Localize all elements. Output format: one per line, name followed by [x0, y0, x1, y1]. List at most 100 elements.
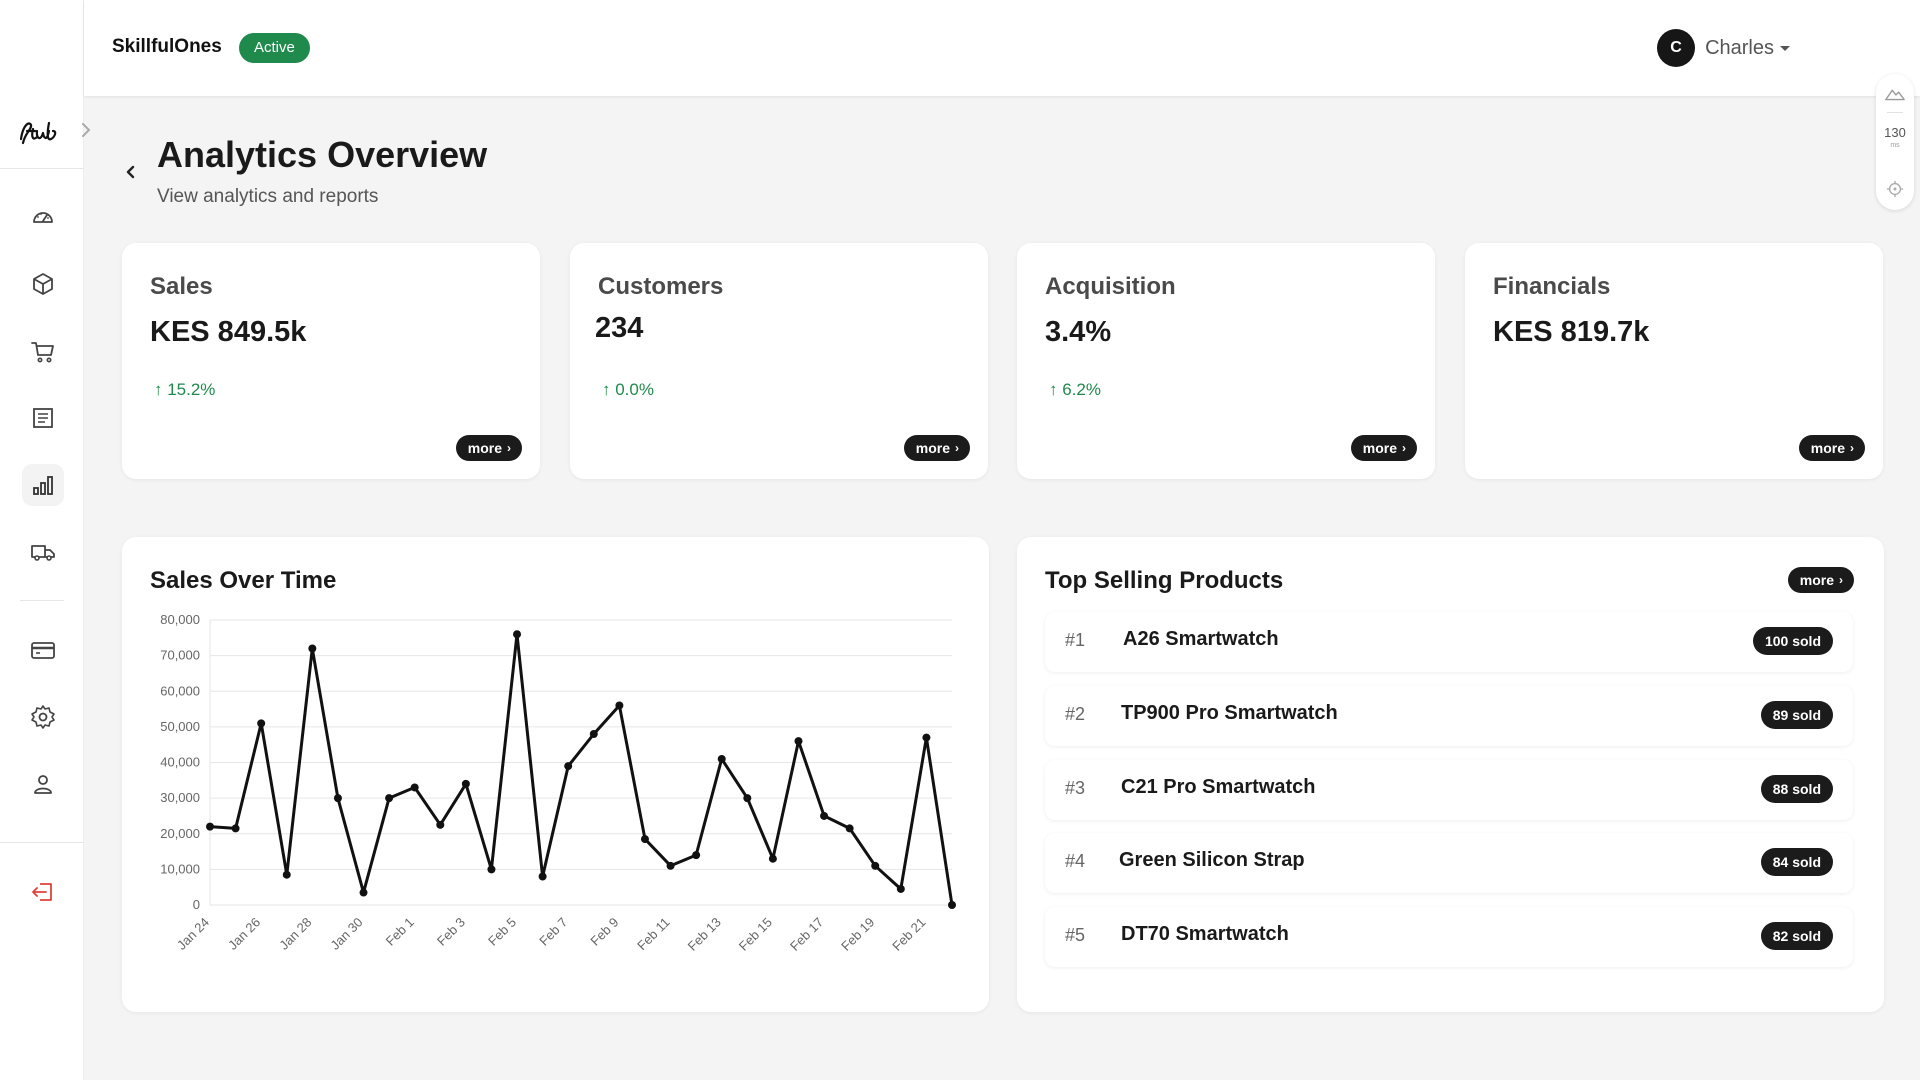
product-rank: #5	[1065, 925, 1086, 945]
nav-analytics[interactable]	[22, 464, 64, 506]
data-point	[564, 762, 573, 771]
data-point	[615, 701, 624, 710]
top-header: SkillfulOnes Active C Charles	[84, 0, 1920, 96]
data-point	[871, 861, 880, 870]
back-arrow-icon[interactable]	[122, 160, 140, 184]
data-point	[513, 630, 522, 639]
stat-change: ↑ 0.0%	[602, 380, 654, 399]
product-name: C21 Pro Smartwatch	[1121, 776, 1316, 798]
x-tick-label: Feb 19	[838, 915, 877, 954]
nav-payments[interactable]	[22, 629, 64, 671]
logout-icon	[32, 883, 52, 901]
sidebar-expand-icon[interactable]	[79, 120, 93, 140]
data-point	[436, 820, 445, 829]
product-rank: #3	[1065, 778, 1086, 798]
latency-value: 130	[1884, 125, 1906, 140]
page-title: Analytics Overview	[157, 134, 488, 175]
product-row[interactable]: #4 Green Silicon Strap 84 sold	[1045, 833, 1853, 893]
nav-cart[interactable]	[22, 331, 64, 373]
user-name[interactable]: Charles	[1705, 36, 1774, 59]
nav-logout[interactable]	[22, 871, 64, 913]
y-tick-label: 20,000	[160, 826, 200, 841]
stat-card-customers: Customers 234 ↑ 0.0% more ›	[570, 243, 988, 479]
y-tick-label: 40,000	[160, 755, 200, 770]
more-button[interactable]: more ›	[1350, 435, 1417, 461]
y-tick-label: 30,000	[160, 790, 200, 805]
chevron-down-icon[interactable]	[1780, 45, 1790, 51]
nav-dashboard[interactable]	[22, 196, 64, 238]
more-button[interactable]: more ›	[1798, 435, 1865, 461]
x-tick-label: Feb 9	[587, 915, 621, 949]
stat-change: ↑ 6.2%	[1049, 380, 1101, 399]
status-badge: Active	[239, 33, 310, 63]
data-point	[461, 779, 470, 788]
sold-badge: 82 sold	[1760, 922, 1833, 950]
brand-logo-icon	[19, 121, 57, 145]
user-menu[interactable]: C Charles	[1657, 29, 1790, 67]
data-point	[410, 783, 419, 792]
more-button[interactable]: more ›	[455, 435, 522, 461]
delivery-icon	[31, 545, 55, 561]
product-row[interactable]: #1 A26 Smartwatch 100 sold	[1045, 612, 1853, 672]
y-tick-label: 60,000	[160, 683, 200, 698]
nav-settings[interactable]	[22, 696, 64, 738]
more-label: more	[1810, 440, 1845, 456]
data-point	[794, 737, 803, 746]
x-tick-label: Jan 24	[174, 915, 212, 953]
chevron-right-icon: ›	[1402, 441, 1406, 455]
product-name: Green Silicon Strap	[1119, 849, 1305, 871]
nav-orders[interactable]	[22, 397, 64, 439]
product-row[interactable]: #3 C21 Pro Smartwatch 88 sold	[1045, 760, 1853, 820]
top-products-card: Top Selling Products more › #1 A26 Smartw…	[1017, 537, 1884, 1012]
latency-unit: ms	[1890, 142, 1900, 149]
data-point	[666, 861, 675, 870]
products-title: Top Selling Products	[1045, 567, 1284, 594]
widget-divider	[1887, 112, 1903, 113]
product-row[interactable]: #2 TP900 Pro Smartwatch 89 sold	[1045, 686, 1853, 746]
data-point	[385, 794, 394, 803]
stat-change: ↑ 15.2%	[154, 380, 216, 399]
dashboard-icon	[33, 212, 53, 223]
product-name: DT70 Smartwatch	[1121, 923, 1289, 945]
data-point	[359, 888, 368, 897]
more-button[interactable]: more ›	[903, 435, 970, 461]
data-point	[768, 854, 777, 863]
stat-value: 234	[595, 312, 644, 344]
nav-delivery[interactable]	[22, 531, 64, 573]
data-point	[743, 794, 752, 803]
x-tick-label: Feb 11	[634, 915, 673, 954]
x-tick-label: Feb 1	[383, 915, 417, 949]
x-tick-label: Feb 15	[736, 915, 775, 954]
stat-value: KES 819.7k	[1493, 316, 1650, 348]
sidebar	[0, 0, 91, 1080]
target-icon[interactable]	[1886, 180, 1904, 198]
sold-badge: 89 sold	[1760, 701, 1833, 729]
avatar[interactable]: C	[1657, 29, 1696, 67]
sales-chart-card: Sales Over Time 0 10,000 20,000 30,000 40,00…	[122, 537, 989, 1012]
sidebar-divider	[20, 600, 64, 601]
more-label: more	[467, 440, 502, 456]
nav-profile[interactable]	[22, 763, 64, 805]
sold-badge: 100 sold	[1752, 627, 1833, 655]
y-tick-label: 50,000	[160, 719, 200, 734]
product-name: TP900 Pro Smartwatch	[1121, 702, 1338, 724]
stat-card-acquisition: Acquisition 3.4% ↑ 6.2% more ›	[1017, 243, 1435, 479]
data-point	[948, 901, 956, 909]
latency-widget[interactable]: 130 ms	[1876, 74, 1914, 210]
box-icon	[33, 273, 53, 295]
nav-products[interactable]	[22, 263, 64, 305]
data-point	[640, 835, 649, 844]
data-point	[692, 851, 701, 860]
product-name: A26 Smartwatch	[1123, 628, 1279, 650]
product-row[interactable]: #5 DT70 Smartwatch 82 sold	[1045, 907, 1853, 967]
more-label: more	[915, 440, 950, 456]
payments-icon	[31, 642, 55, 659]
x-tick-label: Jan 28	[276, 915, 314, 953]
data-point	[333, 794, 342, 803]
data-point	[257, 719, 266, 728]
x-tick-label: Feb 7	[536, 915, 570, 949]
more-button[interactable]: more ›	[1787, 567, 1854, 593]
more-label: more	[1362, 440, 1397, 456]
data-point	[487, 865, 496, 874]
data-point	[308, 644, 317, 653]
